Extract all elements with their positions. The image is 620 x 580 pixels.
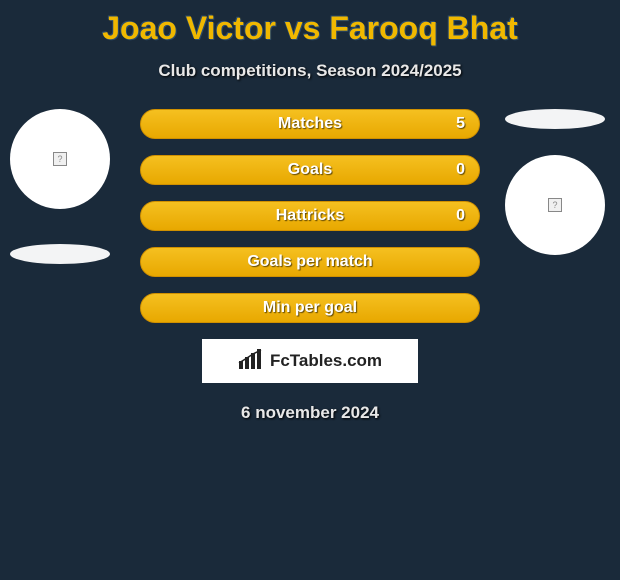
player-left: ? [10, 109, 110, 264]
comparison-panel: ? ? Matches 5 Goals 0 Hattricks 0 Goals … [0, 109, 620, 423]
stat-label: Matches [278, 115, 342, 133]
stat-label: Min per goal [263, 299, 357, 317]
avatar-right: ? [505, 155, 605, 255]
bar-chart-icon [238, 349, 264, 374]
image-placeholder-icon: ? [548, 198, 562, 212]
player-right: ? [505, 109, 605, 255]
stat-row-hattricks: Hattricks 0 [140, 201, 480, 231]
stat-row-goals-per-match: Goals per match [140, 247, 480, 277]
stat-label: Hattricks [276, 207, 344, 225]
page-title: Joao Victor vs Farooq Bhat [0, 0, 620, 47]
subtitle: Club competitions, Season 2024/2025 [0, 61, 620, 81]
avatar-shadow-right [505, 109, 605, 129]
image-placeholder-icon: ? [53, 152, 67, 166]
avatar-shadow-left [10, 244, 110, 264]
date-label: 6 november 2024 [0, 403, 620, 423]
stat-label: Goals [288, 161, 332, 179]
stat-row-matches: Matches 5 [140, 109, 480, 139]
stat-value: 0 [456, 207, 465, 225]
stat-row-min-per-goal: Min per goal [140, 293, 480, 323]
stat-value: 0 [456, 161, 465, 179]
source-logo: FcTables.com [202, 339, 418, 383]
avatar-left: ? [10, 109, 110, 209]
source-logo-text: FcTables.com [270, 351, 382, 371]
stat-bars: Matches 5 Goals 0 Hattricks 0 Goals per … [140, 109, 480, 323]
stat-row-goals: Goals 0 [140, 155, 480, 185]
stat-label: Goals per match [247, 253, 372, 271]
stat-value: 5 [456, 115, 465, 133]
